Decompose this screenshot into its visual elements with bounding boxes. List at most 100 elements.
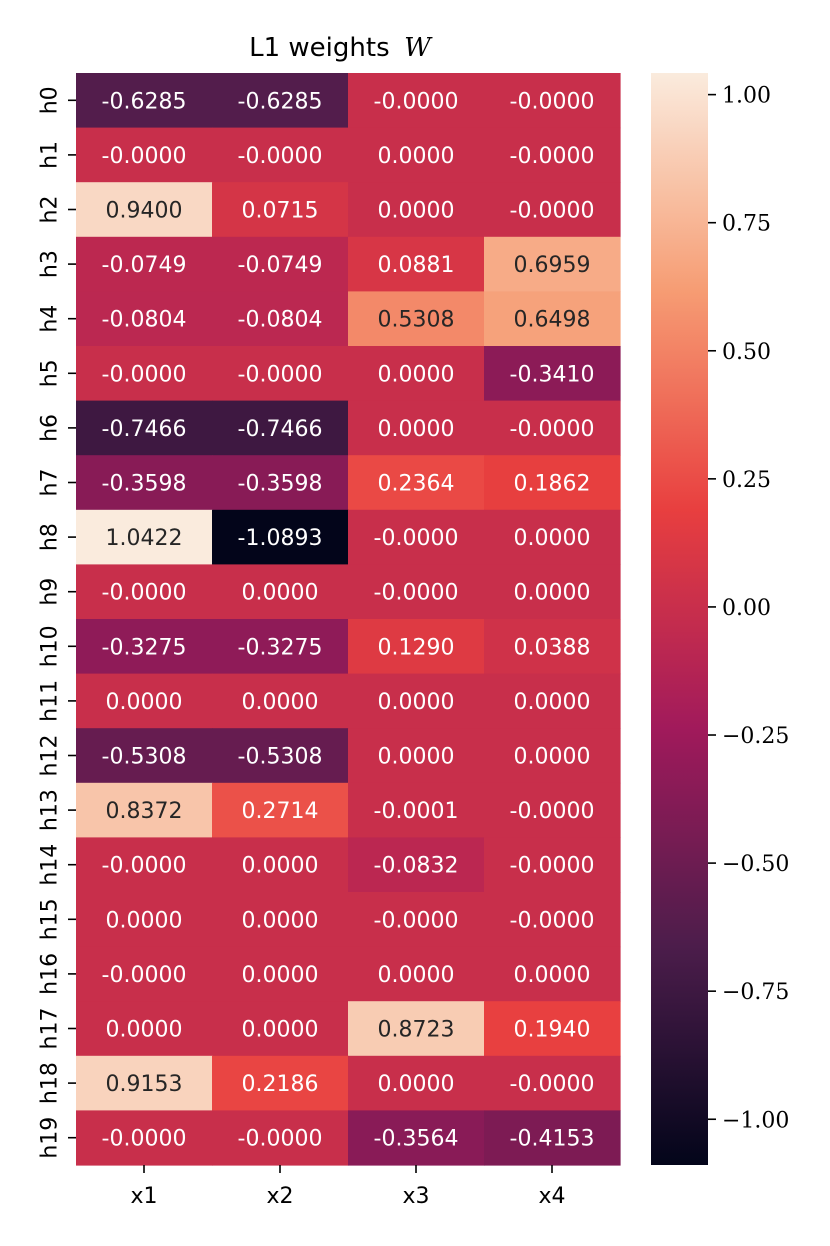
y-tick-label: h4 (38, 305, 63, 333)
y-tick-label: h9 (38, 578, 63, 606)
cell-value-label: 0.0000 (514, 581, 591, 606)
cell-value-label: 0.0388 (514, 635, 591, 660)
y-tick-label: h8 (38, 523, 63, 551)
heatmap-cell (484, 619, 621, 675)
cell-value-label: 0.0000 (242, 1018, 319, 1043)
cell-value-label: -0.0001 (374, 799, 459, 824)
heatmap-cell (348, 1110, 485, 1166)
heatmap-cell (348, 455, 485, 511)
y-tick-label: h15 (38, 898, 63, 940)
heatmap-cell (348, 673, 485, 729)
heatmap-cell (348, 1055, 485, 1111)
cell-value-label: -0.3564 (374, 1127, 459, 1152)
cell-value-label: 0.2186 (242, 1072, 319, 1097)
cell-value-label: -0.3275 (102, 635, 187, 660)
cell-value-label: -0.0000 (102, 144, 187, 169)
cell-value-label: 0.8372 (106, 799, 183, 824)
heatmap-cell (348, 127, 485, 183)
heatmap-cell (484, 782, 621, 838)
heatmap-cell (212, 236, 349, 292)
cell-value-label: 0.0000 (514, 526, 591, 551)
cell-value-label: 0.1940 (514, 1018, 591, 1043)
heatmap-cell (76, 1110, 213, 1166)
heatmap-cell (212, 1001, 349, 1057)
heatmap-cell (484, 236, 621, 292)
heatmap-cell (76, 728, 213, 784)
heatmap-cells (76, 73, 621, 1166)
heatmap-cell (76, 400, 213, 456)
colorbar-tick-label: 1.00 (722, 84, 771, 109)
y-tick-label: h7 (38, 469, 63, 497)
heatmap-cell (212, 782, 349, 838)
cell-value-label: 0.0000 (242, 854, 319, 879)
y-tick-label: h6 (38, 414, 63, 442)
y-tick-label: h16 (38, 953, 63, 995)
cell-value-label: 0.0000 (242, 690, 319, 715)
cell-value-label: 0.9153 (106, 1072, 183, 1097)
x-tick-label: x3 (402, 1184, 429, 1209)
cell-value-label: 0.0000 (106, 690, 183, 715)
heatmap-cell (76, 509, 213, 565)
cell-value-label: 0.0000 (378, 199, 455, 224)
colorbar-tick-label: −0.75 (722, 980, 789, 1005)
heatmap-cell (76, 73, 213, 129)
cell-value-label: -0.3598 (238, 472, 323, 497)
y-tick-label: h5 (38, 359, 63, 387)
cell-value-label: 0.1862 (514, 472, 591, 497)
heatmap-cell (212, 1055, 349, 1111)
cell-value-label: -0.0000 (374, 908, 459, 933)
heatmap-cell (484, 673, 621, 729)
cell-value-label: -0.0000 (510, 799, 595, 824)
cell-value-label: -0.0749 (102, 253, 187, 278)
heatmap-cell (76, 127, 213, 183)
cell-value-label: -0.0804 (102, 308, 187, 333)
y-tick-label: h1 (38, 141, 63, 169)
heatmap-cell-labels: -0.6285 -0.6285 -0.0000 -0.0000 -0.0000 -0.00… (102, 89, 595, 1151)
colorbar-tick-label: −1.00 (722, 1108, 789, 1133)
y-tick-label: h14 (38, 844, 63, 886)
cell-value-label: -0.0000 (238, 1127, 323, 1152)
heatmap-cell (348, 73, 485, 129)
cell-value-label: -0.0804 (238, 308, 323, 333)
heatmap-cell (212, 728, 349, 784)
heatmap-cell (212, 127, 349, 183)
cell-value-label: 0.0000 (514, 745, 591, 770)
chart-title-text: L1 weights (249, 33, 390, 63)
heatmap-cell (484, 346, 621, 402)
y-tick-label: h17 (38, 1008, 63, 1050)
y-axis: h0 h1 h2 h3 h4 h5 h6 h7 h8 h9 h10 h11 h12 h13 h14 h15 h1… (38, 86, 76, 1159)
cell-value-label: 0.0000 (378, 144, 455, 169)
heatmap-cell (484, 892, 621, 948)
heatmap-cell (484, 455, 621, 511)
colorbar-tick-label: −0.50 (722, 852, 789, 877)
cell-value-label: 0.6498 (514, 308, 591, 333)
x-tick-label: x2 (266, 1184, 293, 1209)
heatmap-cell (348, 782, 485, 838)
heatmap-cell (484, 728, 621, 784)
heatmap-cell (76, 564, 213, 620)
heatmap-cell (484, 1001, 621, 1057)
y-tick-label: h10 (38, 625, 63, 667)
heatmap-cell (76, 837, 213, 893)
colorbar-tick-label: 0.50 (722, 340, 771, 365)
y-tick-label: h19 (38, 1117, 63, 1159)
heatmap-cell (348, 509, 485, 565)
heatmap-cell (212, 1110, 349, 1166)
heatmap-cell (348, 236, 485, 292)
colorbar-tick-label: 0.25 (722, 468, 771, 493)
chart-title-symbol: W (404, 33, 433, 63)
heatmap-cell (484, 182, 621, 238)
heatmap-cell (212, 455, 349, 511)
heatmap-cell (212, 400, 349, 456)
cell-value-label: -0.0000 (510, 89, 595, 114)
colorbar: 1.00 0.75 0.50 0.25 0.00 −0.25 −0.50 −0.75 −1.00 (651, 73, 789, 1165)
cell-value-label: -0.0000 (102, 963, 187, 988)
heatmap-cell (348, 837, 485, 893)
heatmap-cell (484, 1055, 621, 1111)
cell-value-label: 0.0715 (242, 199, 319, 224)
heatmap-cell (76, 1001, 213, 1057)
y-tick-label: h12 (38, 735, 63, 777)
cell-value-label: -0.0000 (510, 854, 595, 879)
heatmap-cell (212, 837, 349, 893)
chart-title: L1 weights W (249, 33, 433, 63)
